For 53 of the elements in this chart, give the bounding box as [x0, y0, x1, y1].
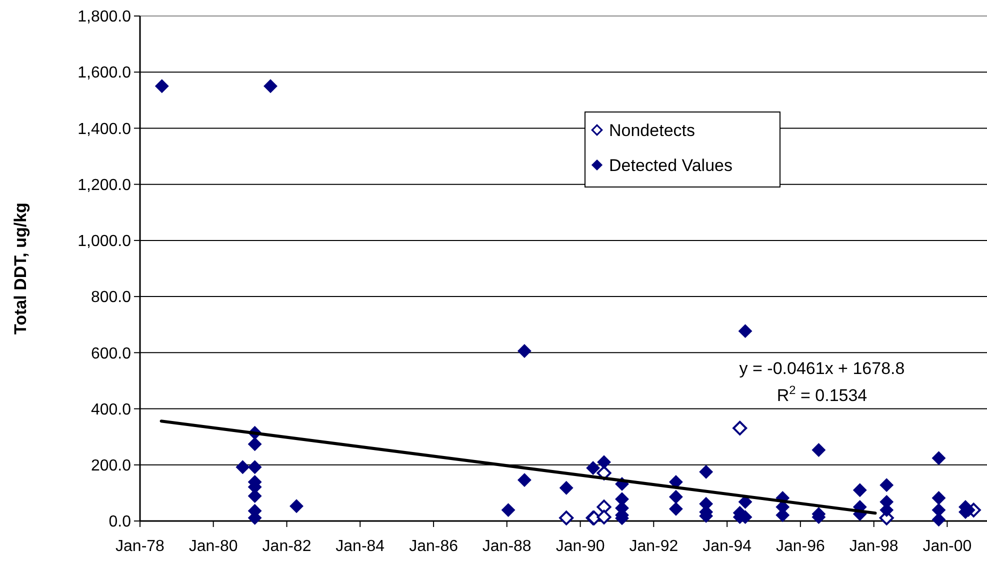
annotation: y = -0.0461x + 1678.8 [739, 358, 905, 378]
point [559, 510, 574, 526]
point [853, 483, 867, 497]
x-tick-label: Jan-80 [188, 538, 238, 555]
legend-label: Detected Values [609, 156, 732, 175]
x-tick-label: Jan-88 [482, 538, 532, 555]
x-tick-label: Jan-86 [409, 538, 458, 555]
y-tick-label: 1,800.0 [78, 8, 132, 26]
point [248, 460, 262, 474]
point [738, 324, 752, 338]
x-tick-label: Jan-94 [702, 538, 752, 555]
x-tick-label: Jan-96 [776, 538, 825, 555]
x-tick-label: Jan-78 [116, 538, 165, 555]
point [732, 420, 748, 436]
y-axis-title: Total DDT, ug/kg [11, 202, 30, 334]
y-tick-label: 1,200.0 [78, 176, 132, 194]
point [699, 465, 713, 479]
point [518, 344, 532, 358]
point [518, 473, 532, 487]
y-tick-label: 800.0 [90, 289, 132, 306]
point [932, 512, 946, 526]
point [812, 443, 826, 457]
x-tick-label: Jan-00 [922, 538, 972, 555]
y-tick-label: 1,400.0 [78, 120, 132, 138]
legend-label: Nondetects [609, 120, 695, 140]
x-tick-label: Jan-82 [262, 538, 312, 555]
point [586, 461, 600, 475]
point [560, 481, 574, 495]
y-tick-label: 400.0 [90, 401, 132, 418]
y-tick-label: 0.0 [108, 514, 132, 531]
point [290, 499, 304, 513]
x-tick-label: Jan-98 [849, 538, 898, 555]
y-tick-label: 1,600.0 [78, 64, 132, 82]
point [880, 478, 894, 492]
y-tick-label: 600.0 [90, 345, 132, 362]
x-tick-label: Jan-92 [629, 538, 678, 555]
point [264, 79, 278, 93]
point [669, 490, 683, 504]
y-tick-label: 200.0 [90, 457, 132, 474]
point [155, 79, 169, 93]
point [597, 455, 611, 469]
point [236, 460, 250, 474]
point [669, 475, 683, 489]
annotation: R$^{2}$ = 0.1534 [776, 382, 868, 405]
point [932, 491, 946, 505]
x-tick-label: Jan-84 [336, 538, 385, 555]
point [502, 503, 516, 517]
y-tick-label: 1,000.0 [78, 233, 132, 250]
point [248, 437, 262, 451]
point [596, 510, 612, 524]
point [932, 451, 946, 465]
point [669, 502, 683, 516]
x-tick-label: Jan-90 [556, 538, 605, 555]
